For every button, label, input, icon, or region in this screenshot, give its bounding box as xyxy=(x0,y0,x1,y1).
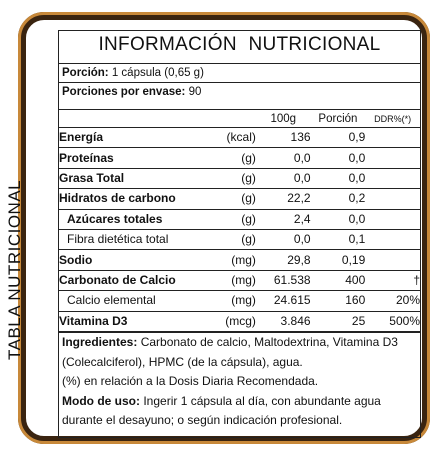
value-ddr xyxy=(365,127,420,149)
table-row: Vitamina D3 (mcg) 3.846 25 500% xyxy=(59,311,420,333)
value-ddr: † xyxy=(365,270,420,292)
nutrition-panel: INFORMACIÓN NUTRICIONAL Porción: 1 cápsu… xyxy=(58,30,421,438)
nutrient-name: Sodio xyxy=(59,249,208,271)
value-per-portion: 0,1 xyxy=(310,229,366,251)
usage-text: Ingerir 1 cápsula al día, con abundante … xyxy=(62,393,381,428)
ddr-note: (%) en relación a la Dosis Diaria Recome… xyxy=(62,374,319,388)
value-ddr xyxy=(365,229,420,251)
value-ddr xyxy=(365,249,420,271)
servings-per-pack-row: Porciones por envase: 90 xyxy=(59,82,420,101)
value-per-100g: 0,0 xyxy=(255,147,311,169)
servings-per-pack-label: Porciones por envase: xyxy=(62,86,186,98)
table-row: Proteínas (g) 0,0 0,0 xyxy=(59,147,420,169)
value-per-portion: 0,2 xyxy=(310,188,366,210)
value-per-portion: 0,19 xyxy=(310,249,366,271)
nutrient-unit: (g) xyxy=(207,229,256,251)
value-per-100g: 22,2 xyxy=(255,188,311,210)
nutrient-name: Hidratos de carbono xyxy=(59,188,208,210)
nutrient-unit: (mg) xyxy=(207,290,256,312)
value-per-100g: 61.538 xyxy=(255,270,311,292)
nutrient-name: Carbonato de Calcio xyxy=(59,270,208,292)
nutrient-name: Proteínas xyxy=(59,147,208,169)
usage: Modo de uso: Ingerir 1 cápsula al día, c… xyxy=(62,392,416,431)
nutrition-table: 100g Porción DDR%(*) Energía (kcal) 136 0,9… xyxy=(59,109,420,333)
value-ddr xyxy=(365,168,420,190)
value-per-portion: 0,0 xyxy=(310,168,366,190)
column-header-portion: Porción xyxy=(310,109,366,128)
value-ddr xyxy=(365,188,420,210)
nutrient-name: Grasa Total xyxy=(59,168,208,190)
nutrient-unit: (kcal) xyxy=(207,127,256,149)
ingredients-label: Ingredientes: xyxy=(62,335,138,349)
value-per-100g: 3.846 xyxy=(255,311,311,333)
table-row: Energía (kcal) 136 0,9 xyxy=(59,127,420,149)
nutrient-unit: (mg) xyxy=(207,249,256,271)
serving-row: Porción: 1 cápsula (0,65 g) xyxy=(59,63,420,82)
nutrient-unit: (g) xyxy=(207,188,256,210)
nutrient-unit: (g) xyxy=(207,147,256,169)
panel-title: INFORMACIÓN NUTRICIONAL xyxy=(98,34,381,55)
value-per-portion: 0,0 xyxy=(310,209,366,230)
value-ddr: 500% xyxy=(365,311,420,333)
value-per-100g: 29,8 xyxy=(255,249,311,271)
table-header: 100g Porción DDR%(*) xyxy=(59,109,420,128)
serving-value: 1 cápsula (0,65 g) xyxy=(111,67,204,79)
column-header-ddr: DDR%(*) xyxy=(365,109,420,128)
table-row: Azúcares totales (g) 2,4 0,0 xyxy=(59,209,420,230)
notes: Ingredientes: Carbonato de calcio, Malto… xyxy=(62,333,416,431)
table-row: Sodio (mg) 29,8 0,19 xyxy=(59,249,420,271)
nutrient-unit: (mcg) xyxy=(207,311,256,333)
serving-label: Porción: xyxy=(62,67,109,79)
nutrient-name: Vitamina D3 xyxy=(59,311,208,333)
ingredients-text: Carbonato de calcio, Maltodextrina, Vita… xyxy=(62,335,398,369)
value-per-100g: 2,4 xyxy=(255,209,311,230)
nutrient-unit: (g) xyxy=(207,209,256,230)
value-per-portion: 0,9 xyxy=(310,127,366,149)
table-row: Fibra dietética total (g) 0,0 0,1 xyxy=(59,229,420,251)
value-per-portion: 0,0 xyxy=(310,147,366,169)
value-per-100g: 0,0 xyxy=(255,168,311,190)
value-per-portion: 160 xyxy=(310,290,366,312)
side-label: TABLA NUTRICIONAL xyxy=(5,179,24,360)
ingredients: Ingredientes: Carbonato de calcio, Malto… xyxy=(62,333,416,372)
value-per-portion: 25 xyxy=(310,311,366,333)
value-ddr: 20% xyxy=(365,290,420,312)
table-row: Hidratos de carbono (g) 22,2 0,2 xyxy=(59,188,420,210)
value-per-100g: 24.615 xyxy=(255,290,311,312)
table-row: Grasa Total (g) 0,0 0,0 xyxy=(59,168,420,190)
nutrient-name: Azúcares totales xyxy=(59,209,208,230)
servings-per-pack-value: 90 xyxy=(188,86,202,98)
nutrient-unit: (g) xyxy=(207,168,256,190)
table-row: Carbonato de Calcio (mg) 61.538 400 † xyxy=(59,270,420,292)
nutrient-name: Fibra dietética total xyxy=(59,229,208,251)
usage-label: Modo de uso: xyxy=(62,393,140,408)
column-header-100g: 100g xyxy=(255,109,311,128)
nutrient-name: Calcio elemental xyxy=(59,290,208,312)
value-per-100g: 0,0 xyxy=(255,229,311,251)
value-ddr xyxy=(365,209,420,230)
table-row: Calcio elemental (mg) 24.615 160 20% xyxy=(59,290,420,312)
nutrient-unit: (mg) xyxy=(207,270,256,292)
value-ddr xyxy=(365,147,420,169)
nutrient-name: Energía xyxy=(59,127,208,149)
value-per-portion: 400 xyxy=(310,270,366,292)
value-per-100g: 136 xyxy=(255,127,311,149)
